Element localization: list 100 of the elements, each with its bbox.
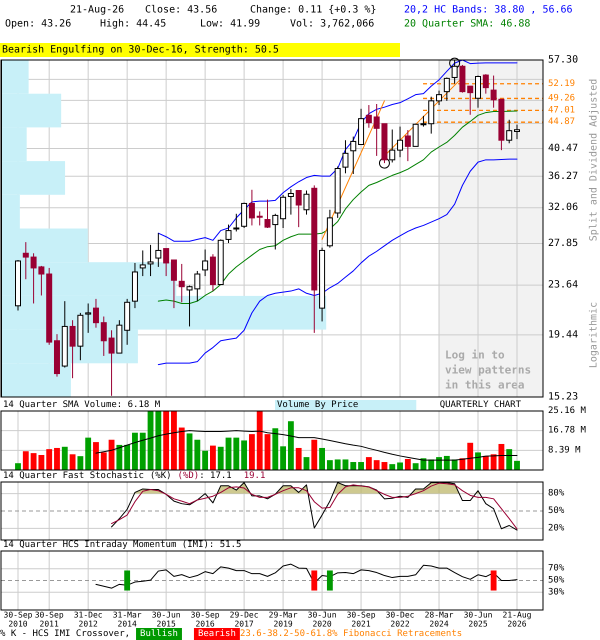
line-series	[158, 158, 518, 366]
bar	[108, 440, 114, 470]
candlestick	[436, 90, 442, 106]
bar	[397, 462, 403, 470]
candlestick	[296, 190, 302, 228]
bar	[264, 434, 270, 470]
bar	[178, 428, 185, 470]
text: Logarithmic	[588, 302, 600, 368]
line-series	[95, 564, 518, 589]
bar	[490, 454, 497, 470]
y-tick-label: 32.06	[548, 202, 578, 214]
y-tick-label: 57.30	[548, 54, 578, 66]
bar	[171, 411, 177, 470]
y-tick-label: 8.39 M	[548, 445, 582, 456]
bar	[342, 459, 348, 470]
candlestick	[288, 188, 294, 216]
bar	[93, 442, 99, 470]
text: Open: 43.26	[5, 18, 72, 30]
legend-title: % K - HCS IMI Crossover,	[0, 629, 130, 639]
bar	[15, 463, 21, 470]
bar	[46, 449, 52, 470]
text: 20 Quarter SMA: 46.88	[404, 18, 530, 30]
text: 20,2 HC Bands: 38.80 , 56.66	[404, 4, 573, 16]
candlestick	[404, 130, 411, 162]
x-tick-label: 30-Jun 2025	[464, 610, 493, 628]
text: Low: 41.99	[200, 18, 260, 30]
candlestick	[140, 250, 146, 277]
candlestick	[342, 140, 348, 174]
text: Volume By Price	[277, 400, 358, 410]
bar	[30, 453, 37, 470]
y-axis-title: Split and Dividend Adjusted	[588, 78, 600, 242]
bar	[233, 438, 240, 470]
candlestick	[202, 249, 208, 277]
x-tick-label: 28-Mar 2024	[424, 610, 454, 628]
bar	[288, 421, 294, 470]
candlestick	[514, 124, 520, 140]
bar	[412, 463, 419, 470]
text: 23.6-38.2-50-61.8% Fibonacci Retracements	[240, 629, 462, 639]
chart-title: 14 Quarter Fast Stochastic	[3, 471, 144, 481]
x-tick-label: 30-Sep 2010	[4, 610, 33, 628]
candlestick	[444, 76, 450, 102]
x-tick-label: 29-Dec 2017	[230, 610, 259, 628]
bar	[155, 411, 162, 470]
series-label: (%K)	[150, 471, 172, 481]
bar	[70, 454, 76, 470]
series-label: (%D)	[178, 471, 200, 481]
candlestick	[506, 119, 512, 144]
bar	[311, 440, 318, 470]
candlestick	[186, 285, 193, 327]
candlestick	[70, 320, 76, 379]
x-tick-label: 30-Sep 2011	[34, 610, 64, 628]
y-tick-label: 25.16 M	[548, 406, 587, 416]
x-tick-label: 30-Sep 2016	[190, 610, 220, 628]
bar	[304, 457, 310, 470]
text: Bearish	[198, 629, 236, 639]
candlestick	[303, 190, 310, 216]
y-tick-label: 23.64	[548, 280, 578, 291]
bar	[498, 444, 504, 470]
bar	[186, 433, 192, 470]
bar	[148, 411, 154, 470]
x-tick-label: 30-Jun 2015	[152, 610, 181, 628]
x-tick-label: 30-Dec 2022	[386, 610, 415, 628]
candlestick	[490, 75, 497, 108]
text: Close: 43.56	[145, 4, 218, 16]
candlestick	[155, 232, 162, 268]
bar	[132, 432, 138, 470]
candlestick	[170, 260, 177, 309]
bar	[38, 454, 44, 470]
text: 19.1	[244, 471, 266, 481]
bar	[100, 452, 107, 470]
bar	[296, 448, 302, 470]
bar	[226, 438, 232, 470]
ref-line-label: 47.01	[548, 105, 576, 116]
candlestick	[241, 202, 248, 228]
bar	[358, 462, 364, 470]
bar	[475, 452, 481, 470]
bar	[382, 462, 388, 470]
y-tick-label: 50%	[548, 506, 565, 516]
bar	[404, 458, 411, 470]
bar	[210, 446, 216, 470]
bar	[54, 448, 60, 470]
text: Bullish	[140, 629, 178, 639]
bar	[140, 432, 146, 470]
line-series	[158, 110, 518, 304]
text: : 17.1	[199, 471, 232, 481]
text: Bearish Engulfing on 30-Dec-16, Strength: 50.5	[2, 44, 279, 56]
ref-line-label: 52.19	[548, 78, 576, 89]
bar	[62, 446, 68, 470]
y-tick-label: 50%	[548, 576, 565, 586]
bar	[218, 446, 224, 470]
candlestick	[85, 302, 92, 334]
line-series	[95, 430, 518, 461]
y-tick-label: 30%	[548, 587, 565, 598]
candlestick	[226, 224, 232, 244]
text: 14 Quarter SMA Volume: 6.18 M	[3, 400, 161, 410]
bar	[248, 434, 255, 470]
bar	[280, 446, 286, 470]
x-tick-label: 30-Sep 2021	[346, 610, 376, 628]
ref-line-label: 49.26	[548, 93, 576, 104]
text: QUARTERLY CHART	[440, 400, 522, 410]
